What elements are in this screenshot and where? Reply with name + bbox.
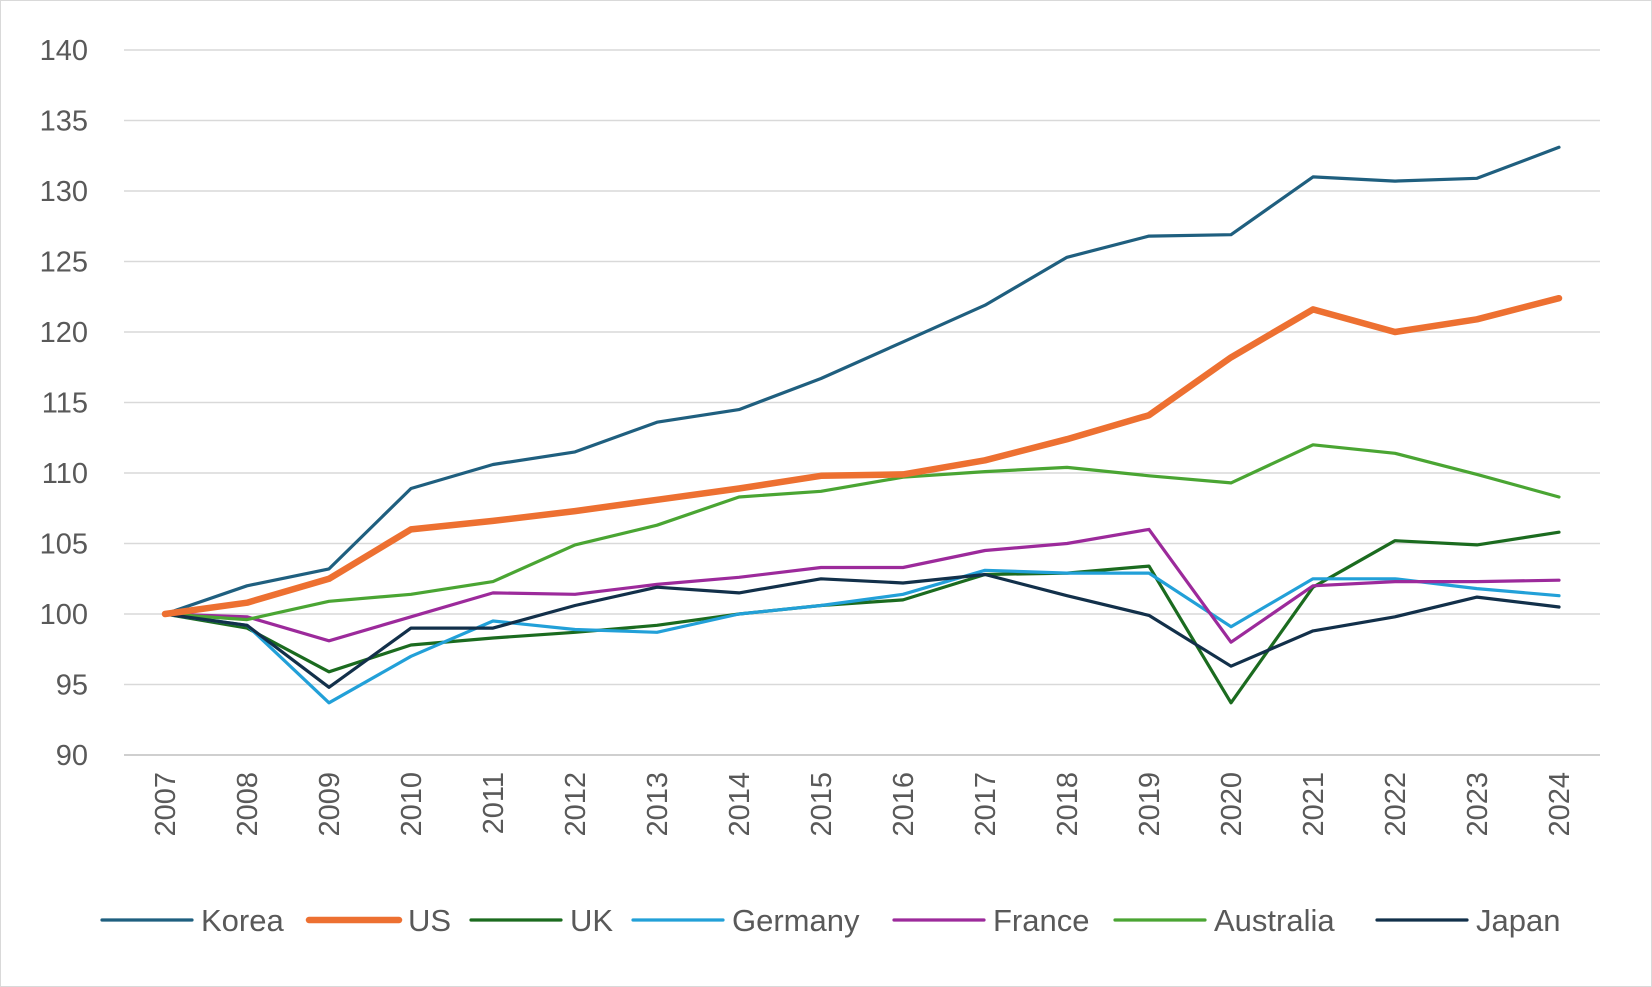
legend-label-japan: Japan bbox=[1476, 903, 1560, 938]
y-tick-label-110: 110 bbox=[42, 458, 88, 490]
line-chart: 90 95 100 105 110 115 120 125 130 135 140 2007 2008… bbox=[0, 0, 1652, 987]
x-tick-label-2009: 2009 bbox=[314, 772, 346, 837]
x-tick-label-2010: 2010 bbox=[396, 772, 428, 837]
x-tick-label-2014: 2014 bbox=[724, 772, 756, 837]
y-tick-label-105: 105 bbox=[40, 529, 88, 561]
x-tick-label-2020: 2020 bbox=[1216, 772, 1248, 837]
series-lines bbox=[165, 147, 1559, 703]
x-tick-label-2011: 2011 bbox=[478, 772, 510, 834]
y-tick-label-100: 100 bbox=[40, 599, 88, 631]
legend-label-korea: Korea bbox=[201, 903, 284, 938]
legend-label-france: France bbox=[993, 903, 1089, 938]
y-tick-label-125: 125 bbox=[40, 247, 88, 279]
y-tick-label-90: 90 bbox=[56, 740, 88, 772]
x-tick-label-2021: 2021 bbox=[1298, 772, 1330, 837]
y-tick-label-135: 135 bbox=[40, 106, 88, 138]
x-tick-label-2017: 2017 bbox=[970, 772, 1002, 837]
y-tick-label-95: 95 bbox=[56, 670, 88, 702]
x-tick-label-2019: 2019 bbox=[1134, 772, 1166, 837]
x-tick-label-2018: 2018 bbox=[1052, 772, 1084, 837]
x-tick-label-2024: 2024 bbox=[1544, 772, 1576, 837]
series-line-japan bbox=[165, 575, 1559, 688]
x-tick-label-2008: 2008 bbox=[232, 772, 264, 837]
y-tick-label-115: 115 bbox=[42, 388, 88, 420]
x-axis-tick-labels: 2007 2008 2009 2010 2011 2012 2013 2014 2015 2016… bbox=[150, 772, 1576, 837]
x-tick-label-2013: 2013 bbox=[642, 772, 674, 837]
series-line-australia bbox=[165, 445, 1559, 620]
y-tick-label-140: 140 bbox=[40, 35, 88, 67]
y-tick-label-120: 120 bbox=[40, 317, 88, 349]
y-tick-label-130: 130 bbox=[40, 176, 88, 208]
legend: Korea US UK Germany France Australia Japan bbox=[102, 903, 1560, 938]
series-line-germany bbox=[165, 570, 1559, 703]
legend-label-uk: UK bbox=[570, 903, 613, 938]
x-tick-label-2016: 2016 bbox=[888, 772, 920, 837]
legend-label-germany: Germany bbox=[732, 903, 860, 938]
x-tick-label-2007: 2007 bbox=[150, 772, 182, 837]
grid-lines bbox=[124, 50, 1600, 685]
x-tick-label-2023: 2023 bbox=[1462, 772, 1494, 837]
x-tick-label-2022: 2022 bbox=[1380, 772, 1412, 837]
legend-label-australia: Australia bbox=[1214, 903, 1335, 938]
x-tick-label-2012: 2012 bbox=[560, 772, 592, 837]
y-axis-tick-labels: 90 95 100 105 110 115 120 125 130 135 140 bbox=[40, 35, 88, 772]
legend-label-us: US bbox=[408, 903, 451, 938]
x-tick-label-2015: 2015 bbox=[806, 772, 838, 837]
